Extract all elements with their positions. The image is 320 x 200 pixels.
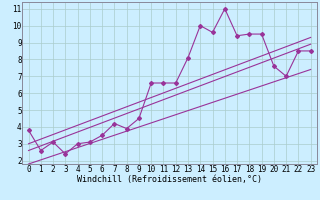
X-axis label: Windchill (Refroidissement éolien,°C): Windchill (Refroidissement éolien,°C): [77, 175, 262, 184]
